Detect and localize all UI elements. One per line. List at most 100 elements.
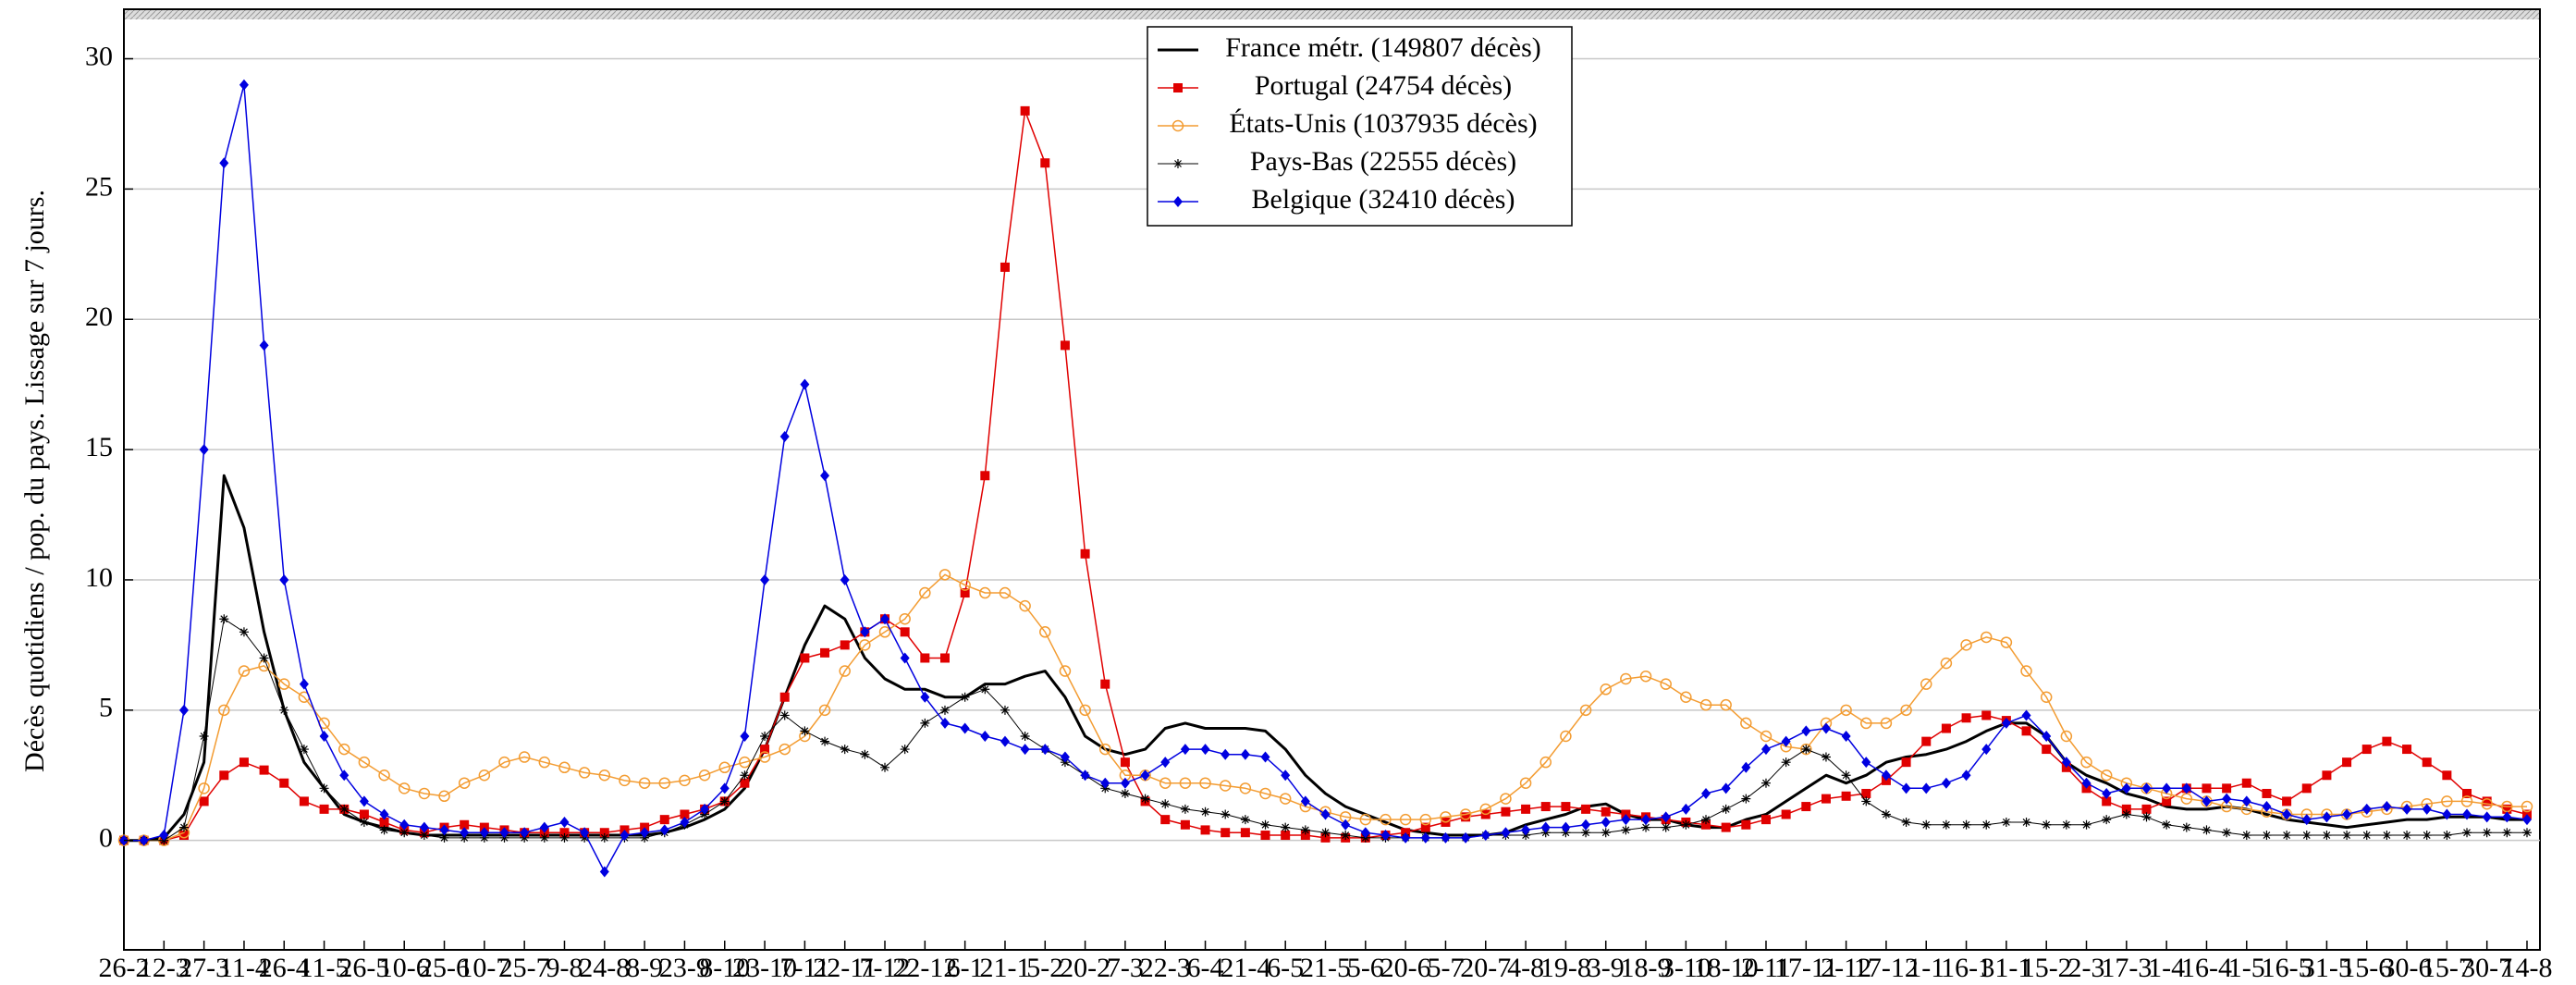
x-tick-label: 2-3 (2068, 953, 2105, 983)
marker (2282, 831, 2292, 841)
marker (1120, 757, 1130, 768)
marker (239, 757, 249, 768)
marker (418, 787, 431, 800)
y-tick-label: 10 (85, 562, 113, 593)
marker (1000, 705, 1010, 715)
marker (1020, 105, 1030, 116)
marker (1841, 730, 1851, 742)
marker (2061, 757, 2071, 769)
series (119, 79, 2532, 878)
marker (960, 692, 970, 702)
marker (159, 830, 169, 842)
marker (619, 774, 631, 787)
marker (1701, 815, 1711, 825)
marker (1981, 744, 1992, 756)
marker (1901, 817, 1911, 827)
marker (2021, 709, 2031, 721)
marker (419, 821, 429, 833)
marker (1380, 830, 1391, 842)
marker (1020, 744, 1030, 756)
marker (1320, 832, 1331, 843)
marker (1639, 670, 1652, 683)
marker (439, 824, 449, 836)
marker (2462, 788, 2472, 798)
marker (2442, 770, 2452, 781)
x-tick-label: 3-10 (1661, 953, 1711, 983)
legend-label: Belgique (32410 décès) (1252, 184, 1515, 215)
marker (1941, 777, 1951, 789)
marker (2042, 819, 2052, 830)
marker (1200, 806, 1210, 817)
x-tick-label: 5-7 (1427, 953, 1464, 983)
marker (760, 745, 770, 755)
marker (1219, 780, 1232, 792)
marker (1320, 828, 1331, 838)
marker (218, 704, 230, 717)
marker (1921, 819, 1932, 830)
marker (1701, 787, 1711, 799)
marker (2102, 796, 2112, 806)
marker (760, 573, 770, 585)
marker (219, 770, 229, 781)
marker (1200, 744, 1210, 756)
marker (979, 586, 991, 599)
x-tick-label: 17-11 (1774, 953, 1838, 983)
x-tick-label: 19-8 (1540, 953, 1591, 983)
marker (939, 717, 950, 729)
marker (1600, 683, 1612, 696)
marker (2141, 804, 2152, 814)
marker (1040, 158, 1050, 168)
marker (640, 827, 650, 839)
marker (860, 749, 870, 759)
marker (1000, 735, 1010, 747)
marker (2282, 808, 2292, 820)
marker (559, 828, 570, 838)
marker (1601, 828, 1611, 838)
marker (980, 684, 990, 695)
marker (518, 751, 531, 763)
marker (460, 819, 470, 830)
marker (139, 834, 149, 846)
marker (1039, 626, 1051, 638)
marker (1941, 723, 1951, 733)
marker (520, 827, 530, 839)
x-tick-label: 6-1 (947, 953, 984, 983)
x-tick-label: 30-7 (2461, 953, 2512, 983)
marker (2042, 730, 2052, 742)
marker (1641, 814, 1651, 826)
marker (2040, 691, 2053, 703)
x-tick-label: 1-5 (2228, 953, 2265, 983)
top-strip (125, 10, 2539, 19)
marker (1359, 813, 1372, 826)
marker (2262, 801, 2272, 813)
marker (1180, 819, 1190, 830)
marker (1479, 803, 1492, 816)
marker (1140, 770, 1150, 782)
marker (2162, 796, 2172, 806)
marker (1740, 717, 1752, 730)
marker (1519, 777, 1532, 789)
marker (959, 579, 971, 591)
marker (478, 769, 491, 782)
marker (938, 569, 951, 581)
x-tick-label: 12-3 (139, 953, 190, 983)
x-tick-label: 8-10 (699, 953, 750, 983)
marker (1260, 751, 1270, 763)
marker (1760, 815, 1771, 825)
marker (2382, 831, 2392, 841)
x-tick-label: 22-11 (813, 953, 877, 983)
marker (2502, 804, 2512, 814)
marker (1721, 822, 1731, 832)
marker (1741, 794, 1751, 804)
marker (2100, 769, 2113, 782)
marker (1621, 825, 1631, 835)
marker (1440, 811, 1452, 823)
marker (840, 640, 850, 650)
marker (860, 626, 870, 638)
marker (498, 756, 510, 769)
marker (1060, 340, 1070, 351)
marker (2502, 811, 2512, 823)
marker (2262, 831, 2272, 841)
marker (239, 79, 249, 91)
